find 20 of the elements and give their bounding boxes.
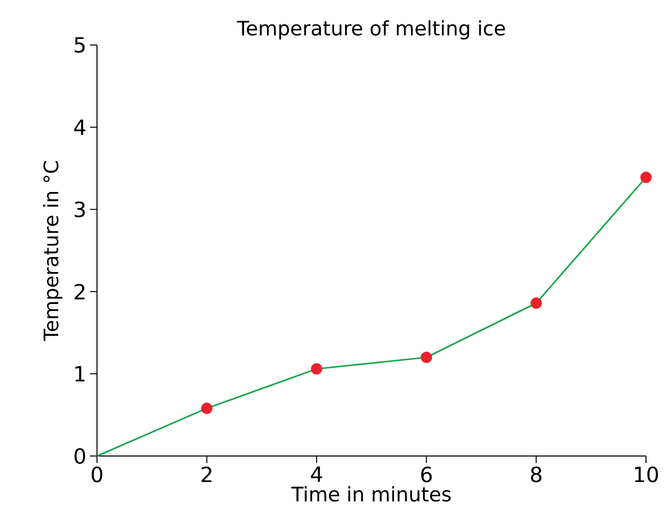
x-tick-label: 10	[634, 466, 658, 482]
y-tick-label: 2	[74, 284, 84, 300]
x-tick-label: 8	[530, 466, 542, 482]
point	[530, 297, 542, 309]
point	[310, 363, 322, 375]
y-tick-label: 0	[74, 448, 86, 464]
y-axis-title: Temperature in °C	[43, 161, 62, 342]
point	[420, 352, 432, 364]
x-axis-title: Time in minutes	[291, 486, 451, 502]
y-tick-label: 5	[74, 37, 85, 53]
point	[640, 172, 652, 184]
x-tick-label: 0	[92, 466, 102, 482]
y-tick-label: 3	[74, 201, 85, 218]
point	[201, 402, 212, 414]
y-tick-label: 4	[74, 120, 86, 135]
x-tick-label: 2	[202, 466, 212, 482]
x-tick-label: 6	[421, 466, 432, 482]
x-tick-label: 4	[310, 466, 322, 482]
y-tick-label: 1	[75, 366, 85, 382]
chart-title: Temperature of melting ice	[236, 20, 505, 40]
